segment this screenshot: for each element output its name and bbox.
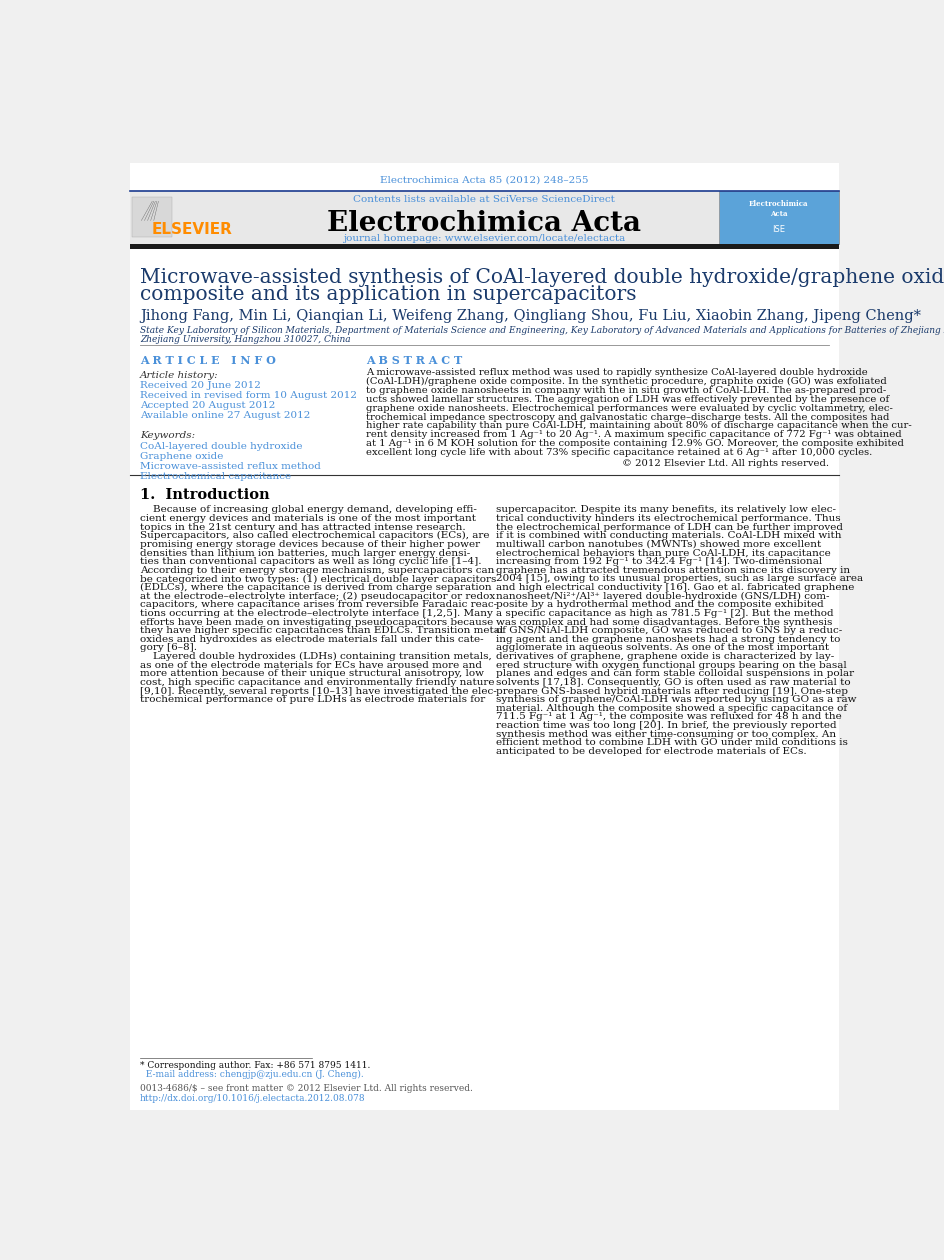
Text: a specific capacitance as high as 781.5 Fg⁻¹ [2]. But the method: a specific capacitance as high as 781.5 … xyxy=(495,609,833,617)
Text: densities than lithium ion batteries, much larger energy densi-: densities than lithium ion batteries, mu… xyxy=(140,548,469,557)
Text: journal homepage: www.elsevier.com/locate/electacta: journal homepage: www.elsevier.com/locat… xyxy=(343,233,624,243)
Text: Available online 27 August 2012: Available online 27 August 2012 xyxy=(140,411,310,420)
Text: (CoAl-LDH)/graphene oxide composite. In the synthetic procedure, graphite oxide : (CoAl-LDH)/graphene oxide composite. In … xyxy=(365,377,885,387)
Text: CoAl-layered double hydroxide: CoAl-layered double hydroxide xyxy=(140,442,302,451)
Text: [9,10]. Recently, several reports [10–13] have investigated the elec-: [9,10]. Recently, several reports [10–13… xyxy=(140,687,496,696)
Text: was complex and had some disadvantages. Before the synthesis: was complex and had some disadvantages. … xyxy=(495,617,831,626)
Text: * Corresponding author. Fax: +86 571 8795 1411.: * Corresponding author. Fax: +86 571 879… xyxy=(140,1061,370,1070)
Text: 1.  Introduction: 1. Introduction xyxy=(140,489,269,503)
Text: rent density increased from 1 Ag⁻¹ to 20 Ag⁻¹. A maximum specific capacitance of: rent density increased from 1 Ag⁻¹ to 20… xyxy=(365,431,901,440)
Text: the electrochemical performance of LDH can be further improved: the electrochemical performance of LDH c… xyxy=(495,523,842,532)
Text: State Key Laboratory of Silicon Materials, Department of Materials Science and E: State Key Laboratory of Silicon Material… xyxy=(140,326,944,335)
Text: trochemical performance of pure LDHs as electrode materials for: trochemical performance of pure LDHs as … xyxy=(140,696,484,704)
Text: posite by a hydrothermal method and the composite exhibited: posite by a hydrothermal method and the … xyxy=(495,600,822,610)
Text: synthesis method was either time-consuming or too complex. An: synthesis method was either time-consumi… xyxy=(495,730,834,738)
Bar xyxy=(129,243,838,249)
Text: reaction time was too long [20]. In brief, the previously reported: reaction time was too long [20]. In brie… xyxy=(495,721,835,730)
Text: Jihong Fang, Min Li, Qianqian Li, Weifeng Zhang, Qingliang Shou, Fu Liu, Xiaobin: Jihong Fang, Min Li, Qianqian Li, Weifen… xyxy=(140,309,919,323)
Text: efforts have been made on investigating pseudocapacitors because: efforts have been made on investigating … xyxy=(140,617,493,626)
Text: agglomerate in aqueous solvents. As one of the most important: agglomerate in aqueous solvents. As one … xyxy=(495,644,828,653)
Text: more attention because of their unique structural anisotropy, low: more attention because of their unique s… xyxy=(140,669,483,678)
Text: nanosheet/Ni²⁺/Al³⁺ layered double-hydroxide (GNS/LDH) com-: nanosheet/Ni²⁺/Al³⁺ layered double-hydro… xyxy=(495,592,828,601)
FancyBboxPatch shape xyxy=(254,192,718,243)
Text: increasing from 192 Fg⁻¹ to 342.4 Fg⁻¹ [14]. Two-dimensional: increasing from 192 Fg⁻¹ to 342.4 Fg⁻¹ [… xyxy=(495,557,821,566)
Text: ties than conventional capacitors as well as long cyclic life [1–4].: ties than conventional capacitors as wel… xyxy=(140,557,480,566)
Text: © 2012 Elsevier Ltd. All rights reserved.: © 2012 Elsevier Ltd. All rights reserved… xyxy=(621,459,828,469)
Text: Accepted 20 August 2012: Accepted 20 August 2012 xyxy=(140,401,275,410)
Text: planes and edges and can form stable colloidal suspensions in polar: planes and edges and can form stable col… xyxy=(495,669,852,678)
Text: Because of increasing global energy demand, developing effi-: Because of increasing global energy dema… xyxy=(140,505,476,514)
Text: be categorized into two types: (1) electrical double layer capacitors: be categorized into two types: (1) elect… xyxy=(140,575,496,583)
Text: topics in the 21st century and has attracted intense research.: topics in the 21st century and has attra… xyxy=(140,523,465,532)
Text: 0013-4686/$ – see front matter © 2012 Elsevier Ltd. All rights reserved.: 0013-4686/$ – see front matter © 2012 El… xyxy=(140,1085,472,1094)
Text: Contents lists available at SciVerse ScienceDirect: Contents lists available at SciVerse Sci… xyxy=(353,195,615,204)
Text: 2004 [15], owing to its unusual properties, such as large surface area: 2004 [15], owing to its unusual properti… xyxy=(495,575,862,583)
Text: ISE: ISE xyxy=(771,224,784,233)
Text: ucts showed lamellar structures. The aggregation of LDH was effectively prevente: ucts showed lamellar structures. The agg… xyxy=(365,394,888,404)
Text: efficient method to combine LDH with GO under mild conditions is: efficient method to combine LDH with GO … xyxy=(495,738,847,747)
Text: (EDLCs), where the capacitance is derived from charge separation: (EDLCs), where the capacitance is derive… xyxy=(140,583,491,592)
Text: trochemical impedance spectroscopy and galvanostatic charge–discharge tests. All: trochemical impedance spectroscopy and g… xyxy=(365,412,888,422)
Text: Article history:: Article history: xyxy=(140,370,218,379)
FancyBboxPatch shape xyxy=(132,198,172,237)
Text: supercapacitor. Despite its many benefits, its relatively low elec-: supercapacitor. Despite its many benefit… xyxy=(495,505,834,514)
Text: ing agent and the graphene nanosheets had a strong tendency to: ing agent and the graphene nanosheets ha… xyxy=(495,635,839,644)
Text: According to their energy storage mechanism, supercapacitors can: According to their energy storage mechan… xyxy=(140,566,494,575)
Text: ered structure with oxygen functional groups bearing on the basal: ered structure with oxygen functional gr… xyxy=(495,660,846,669)
Text: and high electrical conductivity [16]. Gao et al. fabricated graphene: and high electrical conductivity [16]. G… xyxy=(495,583,853,592)
Text: Electrochemical capacitance: Electrochemical capacitance xyxy=(140,472,291,481)
Text: capacitors, where capacitance arises from reversible Faradaic reac-: capacitors, where capacitance arises fro… xyxy=(140,600,497,610)
Text: multiwall carbon nanotubes (MWNTs) showed more excellent: multiwall carbon nanotubes (MWNTs) showe… xyxy=(495,539,820,549)
Text: cient energy devices and materials is one of the most important: cient energy devices and materials is on… xyxy=(140,514,476,523)
Text: oxides and hydroxides as electrode materials fall under this cate-: oxides and hydroxides as electrode mater… xyxy=(140,635,483,644)
Text: E-mail address: chengjp@zju.edu.cn (J. Cheng).: E-mail address: chengjp@zju.edu.cn (J. C… xyxy=(140,1070,363,1079)
Text: gory [6–8].: gory [6–8]. xyxy=(140,644,196,653)
Text: graphene oxide nanosheets. Electrochemical performances were evaluated by cyclic: graphene oxide nanosheets. Electrochemic… xyxy=(365,403,892,413)
Text: Electrochimica Acta: Electrochimica Acta xyxy=(327,210,640,237)
Text: 711.5 Fg⁻¹ at 1 Ag⁻¹, the composite was refluxed for 48 h and the: 711.5 Fg⁻¹ at 1 Ag⁻¹, the composite was … xyxy=(495,712,840,722)
Text: solvents [17,18]. Consequently, GO is often used as raw material to: solvents [17,18]. Consequently, GO is of… xyxy=(495,678,850,687)
Text: if it is combined with conducting materials. CoAl-LDH mixed with: if it is combined with conducting materi… xyxy=(495,532,840,541)
Text: material. Although the composite showed a specific capacitance of: material. Although the composite showed … xyxy=(495,704,846,713)
Text: Layered double hydroxides (LDHs) containing transition metals,: Layered double hydroxides (LDHs) contain… xyxy=(140,651,491,662)
Text: they have higher specific capacitances than EDLCs. Transition metal: they have higher specific capacitances t… xyxy=(140,626,502,635)
Text: tions occurring at the electrode–electrolyte interface [1,2,5]. Many: tions occurring at the electrode–electro… xyxy=(140,609,492,617)
Text: anticipated to be developed for electrode materials of ECs.: anticipated to be developed for electrod… xyxy=(495,747,805,756)
Text: at 1 Ag⁻¹ in 6 M KOH solution for the composite containing 12.9% GO. Moreover, t: at 1 Ag⁻¹ in 6 M KOH solution for the co… xyxy=(365,440,903,449)
Text: composite and its application in supercapacitors: composite and its application in superca… xyxy=(140,285,635,304)
FancyBboxPatch shape xyxy=(129,192,254,243)
Text: prepare GNS-based hybrid materials after reducing [19]. One-step: prepare GNS-based hybrid materials after… xyxy=(495,687,847,696)
Text: Microwave-assisted synthesis of CoAl-layered double hydroxide/graphene oxide: Microwave-assisted synthesis of CoAl-lay… xyxy=(140,268,944,287)
Text: cost, high specific capacitance and environmentally friendly nature: cost, high specific capacitance and envi… xyxy=(140,678,494,687)
Text: Electrochimica Acta 85 (2012) 248–255: Electrochimica Acta 85 (2012) 248–255 xyxy=(379,176,587,185)
Text: of GNS/NiAl-LDH composite, GO was reduced to GNS by a reduc-: of GNS/NiAl-LDH composite, GO was reduce… xyxy=(495,626,841,635)
Text: synthesis of graphene/CoAl-LDH was reported by using GO as a raw: synthesis of graphene/CoAl-LDH was repor… xyxy=(495,696,855,704)
Text: Supercapacitors, also called electrochemical capacitors (ECs), are: Supercapacitors, also called electrochem… xyxy=(140,532,489,541)
Text: Keywords:: Keywords: xyxy=(140,431,194,441)
Text: Microwave-assisted reflux method: Microwave-assisted reflux method xyxy=(140,462,320,471)
Text: Graphene oxide: Graphene oxide xyxy=(140,452,223,461)
Text: electrochemical behaviors than pure CoAl-LDH, its capacitance: electrochemical behaviors than pure CoAl… xyxy=(495,548,830,557)
Text: Received 20 June 2012: Received 20 June 2012 xyxy=(140,381,261,389)
Text: A R T I C L E   I N F O: A R T I C L E I N F O xyxy=(140,355,276,367)
Text: A microwave-assisted reflux method was used to rapidly synthesize CoAl-layered d: A microwave-assisted reflux method was u… xyxy=(365,368,867,377)
Text: trical conductivity hinders its electrochemical performance. Thus: trical conductivity hinders its electroc… xyxy=(495,514,839,523)
Text: at the electrode–electrolyte interface; (2) pseudocapacitor or redox: at the electrode–electrolyte interface; … xyxy=(140,592,495,601)
Text: derivatives of graphene, graphene oxide is characterized by lay-: derivatives of graphene, graphene oxide … xyxy=(495,651,833,662)
Text: Zhejiang University, Hangzhou 310027, China: Zhejiang University, Hangzhou 310027, Ch… xyxy=(140,335,350,344)
Text: as one of the electrode materials for ECs have aroused more and: as one of the electrode materials for EC… xyxy=(140,660,481,669)
Text: A B S T R A C T: A B S T R A C T xyxy=(365,355,462,367)
Text: higher rate capability than pure CoAl-LDH, maintaining about 80% of discharge ca: higher rate capability than pure CoAl-LD… xyxy=(365,421,911,431)
Text: Electrochimica
Acta: Electrochimica Acta xyxy=(748,199,807,218)
Text: ELSEVIER: ELSEVIER xyxy=(152,222,233,237)
Text: to graphene oxide nanosheets in company with the in situ growth of CoAl-LDH. The: to graphene oxide nanosheets in company … xyxy=(365,386,885,396)
FancyBboxPatch shape xyxy=(129,163,838,1110)
Text: http://dx.doi.org/10.1016/j.electacta.2012.08.078: http://dx.doi.org/10.1016/j.electacta.20… xyxy=(140,1094,365,1102)
Text: excellent long cycle life with about 73% specific capacitance retained at 6 Ag⁻¹: excellent long cycle life with about 73%… xyxy=(365,449,871,457)
Text: promising energy storage devices because of their higher power: promising energy storage devices because… xyxy=(140,539,480,549)
Text: graphene has attracted tremendous attention since its discovery in: graphene has attracted tremendous attent… xyxy=(495,566,849,575)
Text: Received in revised form 10 August 2012: Received in revised form 10 August 2012 xyxy=(140,391,357,399)
FancyBboxPatch shape xyxy=(718,192,838,243)
